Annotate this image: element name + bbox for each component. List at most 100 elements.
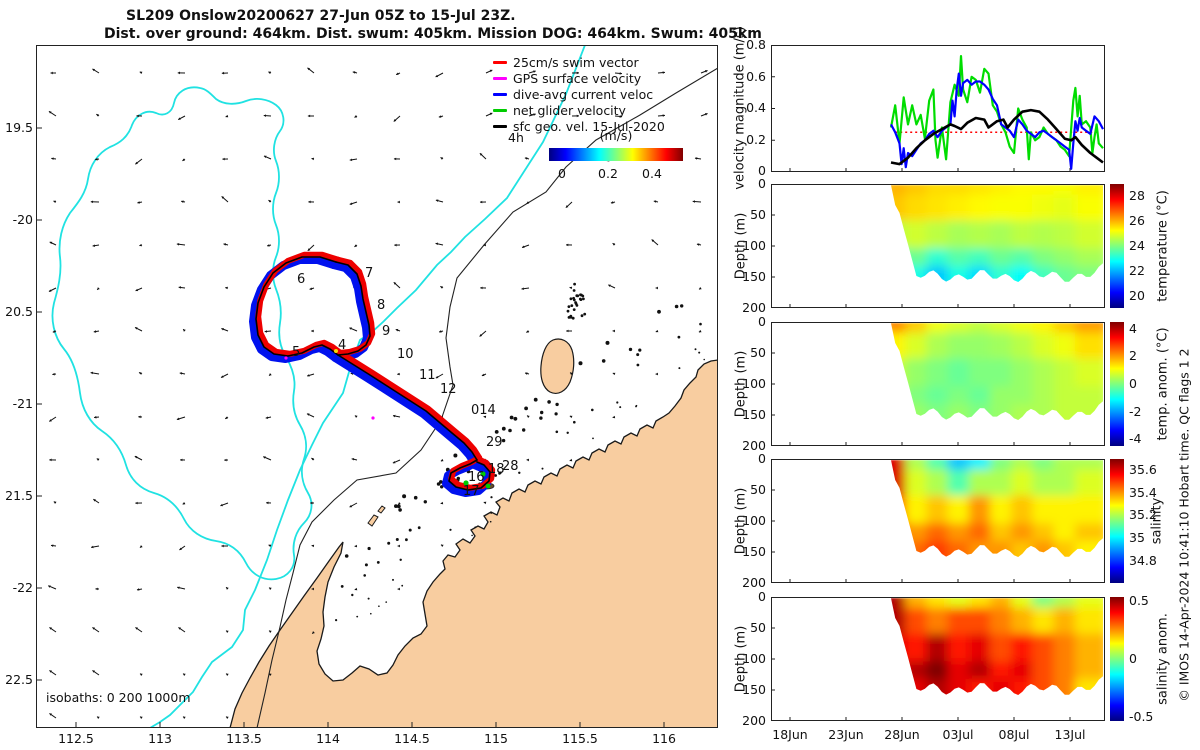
temperature-colorbar: [1110, 184, 1124, 308]
velocity-arrowhead: [91, 545, 94, 549]
velocity-arrowhead: [440, 286, 443, 289]
velocity-arrowhead: [483, 501, 487, 505]
velocity-arrowhead: [612, 372, 616, 376]
islet-dot: [471, 534, 473, 537]
depth-ytick: 200: [742, 300, 766, 315]
sanom-cbtick: -0.5: [1129, 709, 1154, 724]
waypoint-label: 8: [377, 298, 385, 313]
isobath-contour-coastal: [149, 45, 586, 728]
velocity-arrowhead: [268, 71, 271, 74]
vel-ytick: 0.6: [746, 69, 766, 84]
net-glider-marker: [493, 108, 507, 112]
map-ytick: -21: [12, 396, 33, 411]
swim-vector-marker: [493, 60, 507, 64]
velocity-arrowhead: [264, 330, 268, 333]
islet-dot: [570, 304, 574, 307]
islet-dot: [408, 528, 412, 532]
islet-dot: [592, 437, 594, 440]
field-cell: [891, 265, 917, 283]
waypoint-label: 16: [468, 470, 485, 485]
waypoint-label: 18: [488, 462, 505, 477]
velocity-arrowhead: [269, 630, 272, 633]
tanom-cbtick: -2: [1129, 404, 1142, 419]
velocity-arrowhead: [92, 670, 96, 673]
depth-ytick: 200: [742, 575, 766, 590]
islet-dot: [340, 585, 344, 588]
velocity-arrowhead: [696, 243, 700, 246]
tanom-cbtick: 0: [1129, 376, 1137, 391]
depth-ytick: 50: [750, 345, 766, 360]
velocity-arrowhead: [483, 243, 486, 247]
islet-dot: [494, 430, 499, 434]
velocity-arrowhead: [576, 71, 579, 75]
islet-dot: [574, 301, 577, 304]
velocity-arrowhead: [396, 72, 399, 75]
islet-dot: [436, 482, 441, 486]
map-xtick: 116: [652, 731, 676, 746]
islet-dot: [533, 397, 538, 402]
velocity-arrowhead: [49, 419, 52, 422]
legend-label: sfc geo. vel. 15-Jul-2020: [513, 118, 665, 134]
islet-dot: [638, 348, 642, 352]
islet-dot: [344, 554, 349, 558]
velocity-arrowhead: [50, 544, 54, 547]
velocity-arrowhead: [48, 585, 51, 588]
temperature-field: [891, 185, 1103, 283]
velocity-arrowhead: [354, 115, 358, 118]
velocity-arrowhead: [49, 458, 52, 462]
velocity-arrowhead: [481, 373, 485, 377]
salinity-field: [891, 460, 1103, 558]
velocity-arrowhead: [309, 287, 313, 290]
velocity-arrowhead: [140, 716, 143, 719]
tanom-cbtick: -4: [1129, 431, 1142, 446]
velocity-arrowhead: [393, 157, 397, 161]
velocity-colorbar-title: (m/s): [599, 128, 633, 143]
velocity-arrowhead: [349, 158, 353, 162]
velocity-arrowhead: [570, 372, 573, 375]
velocity-arrowhead: [435, 74, 439, 78]
velocity-arrowhead: [522, 245, 525, 249]
islet-dot: [578, 361, 583, 366]
islet-dot: [453, 453, 458, 458]
velocity-arrowhead: [226, 630, 229, 633]
velocity-arrowhead: [435, 375, 439, 379]
islet-dot: [508, 428, 512, 433]
velocity-arrowhead: [182, 158, 186, 161]
velocity-arrowhead: [179, 547, 183, 550]
islet-dot: [547, 400, 551, 404]
velocity-arrowhead: [226, 587, 229, 590]
islet-dot: [363, 574, 367, 577]
islet-dot: [509, 415, 514, 420]
islet-dot: [699, 322, 702, 326]
velocity-arrowhead: [176, 242, 180, 246]
depth-ytick: 100: [742, 376, 766, 391]
velocity-arrowhead: [312, 631, 315, 634]
velocity-arrowhead: [177, 586, 180, 590]
depth-ytick: 150: [742, 682, 766, 697]
velocity-arrowhead: [435, 242, 439, 246]
legend-label: 25cm/s swim vector: [513, 54, 639, 70]
velocity-arrowhead: [440, 544, 444, 548]
velocity-arrowhead: [226, 673, 229, 676]
velocity-arrowhead: [93, 330, 97, 333]
velocity-arrowhead: [95, 157, 98, 161]
field-cell: [1074, 265, 1103, 283]
glider-track: [249, 251, 496, 497]
velocity-arrowhead: [223, 243, 226, 246]
islet-dot: [524, 406, 528, 411]
depth-ytick: 150: [742, 407, 766, 422]
temp-cbtick: 26: [1129, 213, 1145, 228]
velocity-arrowhead: [694, 157, 698, 160]
velocity-arrowhead: [692, 200, 696, 203]
velocity-arrowhead: [533, 113, 536, 116]
temp-cbtick: 28: [1129, 188, 1145, 203]
series-line: [890, 108, 1104, 166]
velocity-arrowhead: [220, 503, 223, 507]
velocity-arrowhead: [180, 458, 183, 462]
velocity-arrowhead: [392, 414, 396, 418]
islet-dot: [680, 304, 684, 308]
field-cell: [1074, 540, 1103, 558]
velocity-arrowhead: [53, 501, 57, 504]
isobath-contour-loop: [51, 86, 313, 581]
